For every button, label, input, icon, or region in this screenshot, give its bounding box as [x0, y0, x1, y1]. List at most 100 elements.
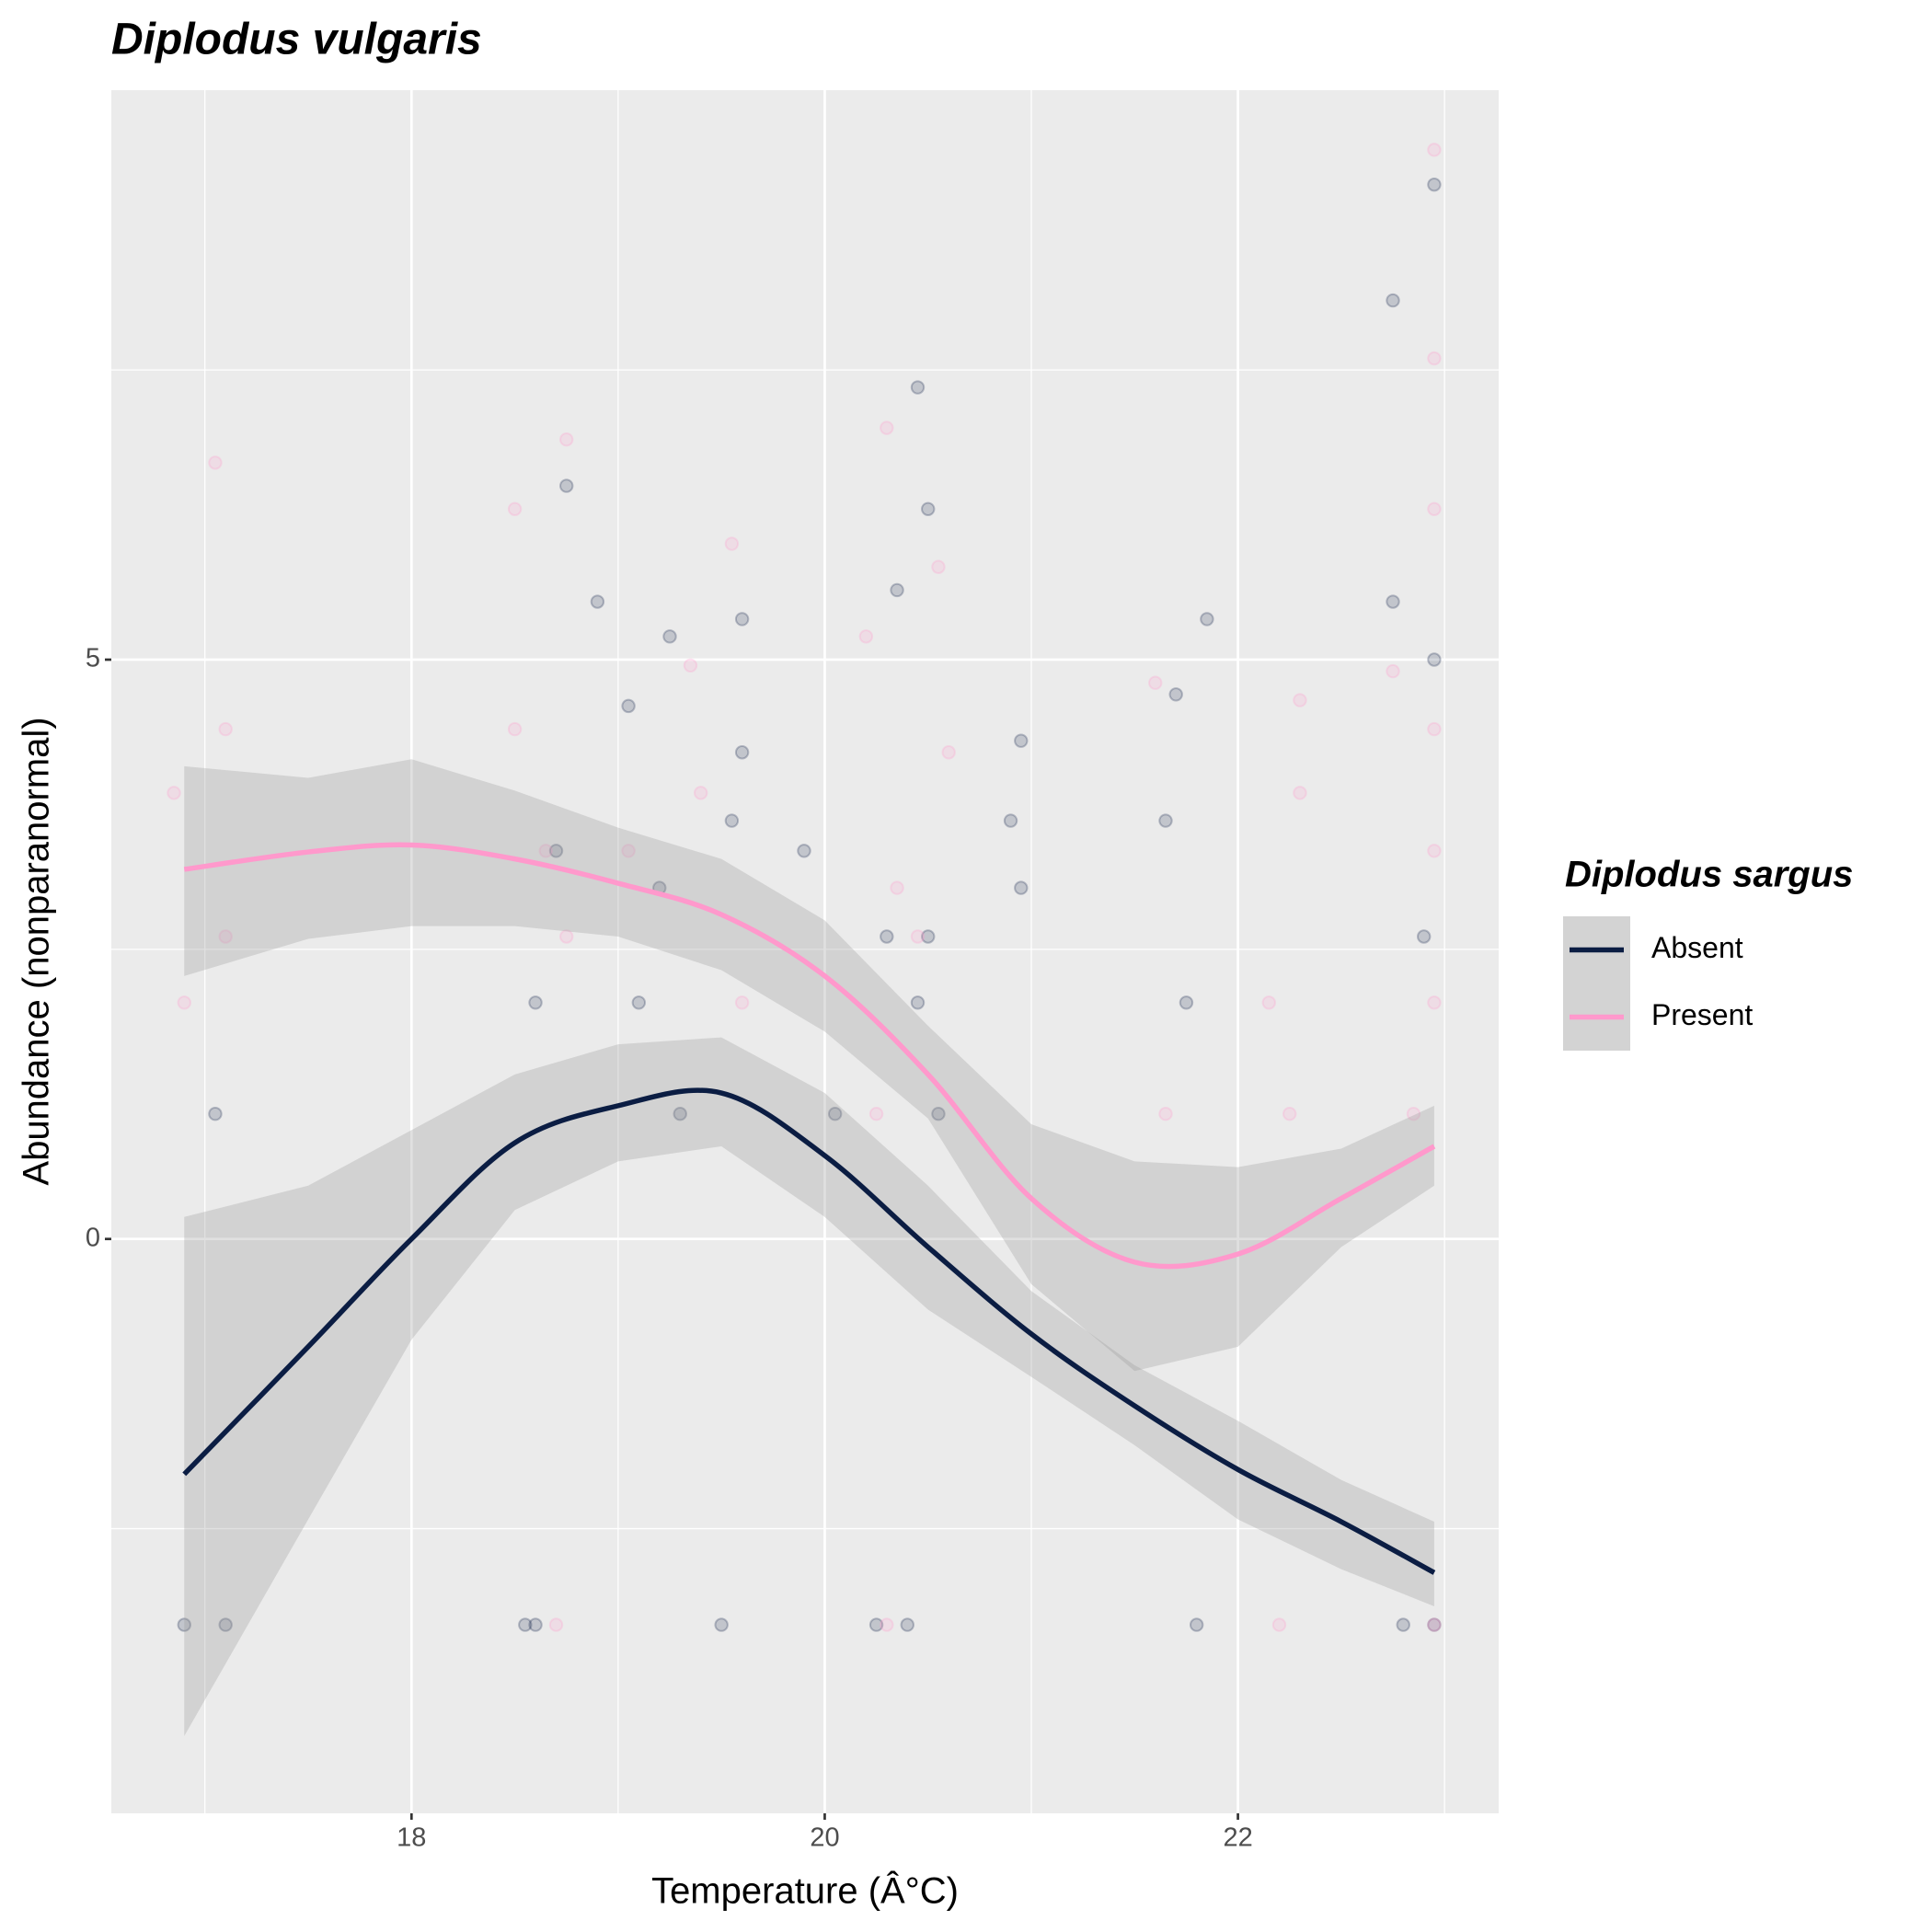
point [1427, 1617, 1442, 1632]
point [528, 995, 543, 1010]
point [1396, 1617, 1410, 1632]
point [673, 1106, 687, 1121]
point [1168, 687, 1183, 702]
x-tick-label: 22 [1223, 1823, 1252, 1853]
point [827, 1106, 843, 1121]
point [1158, 813, 1173, 828]
point [1179, 995, 1194, 1010]
legend-title: Diplodus sargus [1565, 855, 1853, 895]
y-axis-title: Abundance (nonparanormal) [17, 717, 57, 1185]
point [1427, 351, 1442, 366]
x-tick-label: 20 [810, 1823, 839, 1853]
legend-label: Present [1651, 998, 1753, 1031]
point [548, 844, 564, 858]
point [1427, 501, 1442, 516]
x-tick-label: 18 [397, 1823, 426, 1853]
point [1427, 844, 1442, 858]
point [1189, 1617, 1204, 1632]
point [734, 612, 750, 627]
point [621, 844, 636, 858]
point [734, 745, 750, 760]
point [1427, 721, 1442, 737]
point [880, 1617, 894, 1632]
point [868, 1617, 884, 1632]
point [900, 1617, 914, 1632]
point [218, 929, 233, 944]
point [1427, 143, 1442, 157]
smooth-line [183, 842, 1436, 1270]
point [1406, 1106, 1421, 1121]
point [1282, 1106, 1297, 1121]
point [931, 559, 946, 574]
point [1427, 177, 1442, 192]
point [797, 844, 811, 858]
point [694, 786, 708, 800]
point [1386, 293, 1400, 308]
point [941, 745, 956, 760]
point [208, 455, 223, 470]
point [1271, 1617, 1287, 1632]
point [868, 1106, 884, 1121]
point [507, 501, 523, 516]
point [734, 995, 750, 1010]
point [177, 1617, 191, 1632]
point [548, 1617, 564, 1632]
point [1386, 594, 1400, 609]
confidence-band [184, 1037, 1434, 1736]
point [167, 786, 181, 800]
point [858, 629, 874, 644]
chart-title: Diplodus vulgaris [111, 16, 482, 64]
point [1158, 1106, 1173, 1121]
y-tick-label: 5 [86, 644, 100, 673]
point [683, 658, 698, 673]
point [218, 1617, 233, 1632]
point [890, 582, 904, 598]
point [714, 1617, 729, 1632]
point [1014, 880, 1029, 895]
point [1417, 929, 1432, 944]
point [528, 1617, 543, 1632]
legend-label: Absent [1651, 931, 1743, 964]
point [559, 478, 574, 493]
point [890, 880, 904, 895]
point [631, 995, 647, 1010]
point [538, 844, 553, 858]
point [1427, 995, 1442, 1010]
point [1261, 995, 1276, 1010]
point [931, 1106, 946, 1121]
point [910, 929, 926, 944]
point [208, 1106, 223, 1121]
point [1427, 1617, 1442, 1632]
plot-panel [111, 90, 1499, 1813]
point [218, 721, 233, 737]
point [921, 929, 936, 944]
point [1427, 652, 1442, 667]
point [910, 380, 926, 395]
point [1293, 786, 1307, 800]
point [921, 501, 936, 516]
point [518, 1617, 533, 1632]
point [1148, 675, 1163, 690]
point [880, 420, 894, 435]
point [724, 536, 740, 551]
point [724, 813, 740, 828]
confidence-band [184, 759, 1434, 1372]
point [559, 432, 574, 447]
x-axis-title: Temperature (Â°C) [651, 1870, 959, 1912]
point [621, 698, 636, 714]
point [177, 995, 191, 1010]
point [507, 721, 523, 737]
point [1014, 733, 1029, 748]
point [910, 995, 926, 1010]
point [559, 929, 574, 944]
point [1003, 813, 1018, 828]
point [880, 929, 894, 944]
point [590, 594, 605, 609]
y-tick-label: 0 [86, 1223, 100, 1252]
smooth-line [182, 1087, 1436, 1575]
point [1386, 663, 1400, 679]
point [662, 629, 677, 644]
point [1293, 693, 1307, 707]
point [1200, 612, 1214, 627]
